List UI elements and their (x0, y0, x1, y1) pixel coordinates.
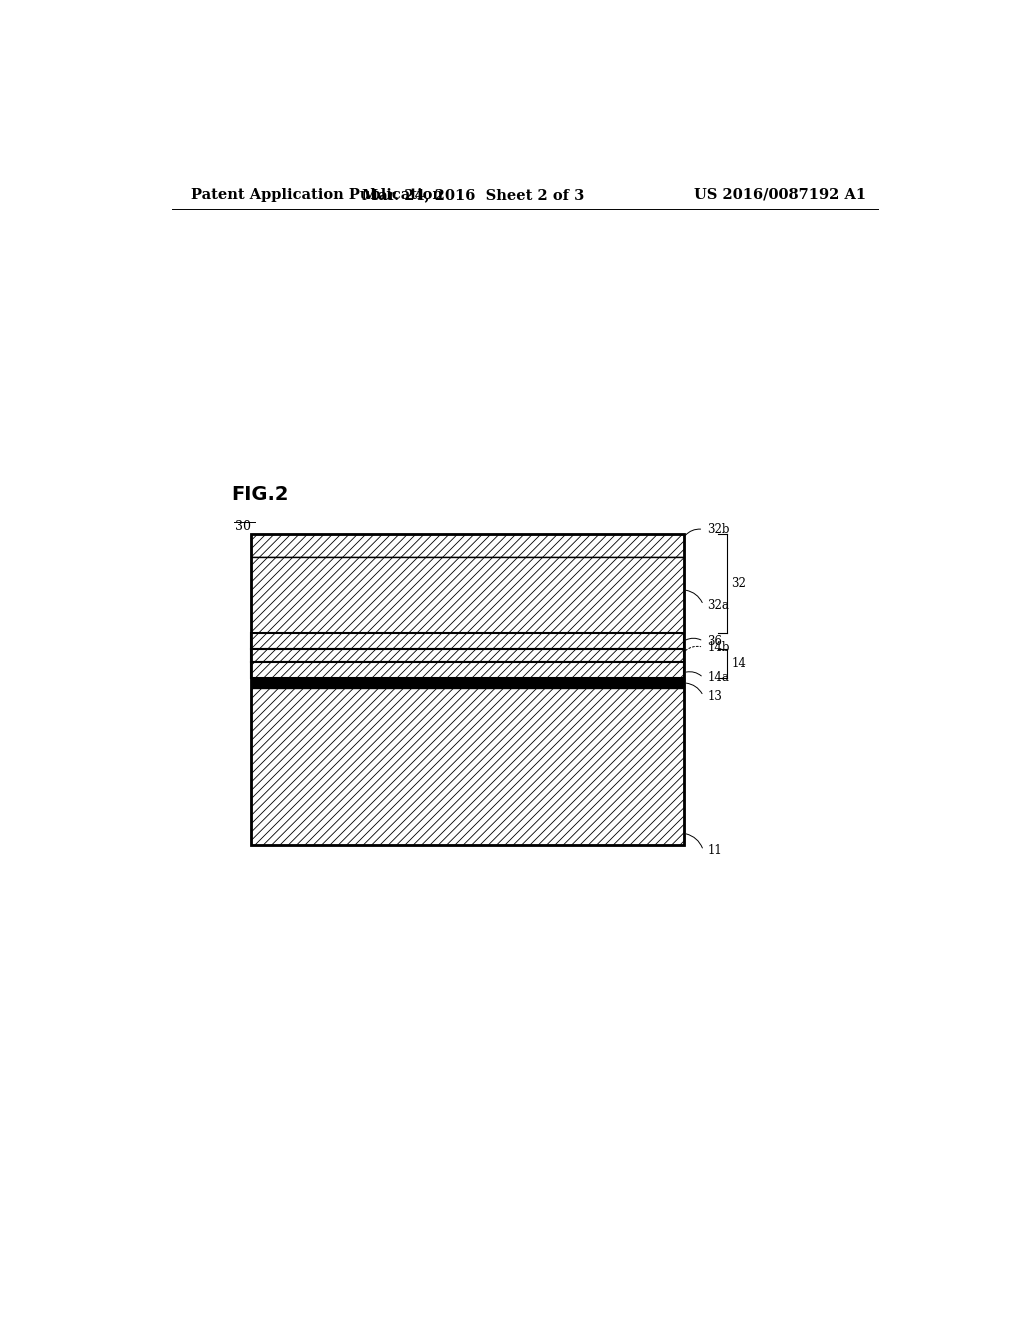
Text: 11: 11 (708, 843, 722, 857)
Bar (251, 535, 684, 846)
Bar (251, 634, 684, 649)
Text: 13: 13 (708, 689, 722, 702)
Bar (251, 649, 684, 661)
Bar (251, 535, 684, 557)
Text: 36: 36 (708, 635, 722, 648)
Bar (251, 688, 684, 846)
Text: Mar. 24, 2016  Sheet 2 of 3: Mar. 24, 2016 Sheet 2 of 3 (362, 187, 585, 202)
Text: 14: 14 (731, 657, 746, 671)
Text: FIG.2: FIG.2 (231, 484, 289, 504)
Text: 14b: 14b (708, 640, 730, 653)
Text: 14a: 14a (708, 672, 729, 684)
Bar (251, 557, 684, 634)
Text: 32: 32 (731, 577, 746, 590)
Text: 30: 30 (236, 520, 251, 533)
Text: Patent Application Publication: Patent Application Publication (191, 187, 443, 202)
Text: 32a: 32a (708, 598, 729, 611)
Text: US 2016/0087192 A1: US 2016/0087192 A1 (694, 187, 866, 202)
Bar (251, 677, 684, 688)
Text: 32b: 32b (708, 523, 730, 536)
Bar (251, 661, 684, 677)
